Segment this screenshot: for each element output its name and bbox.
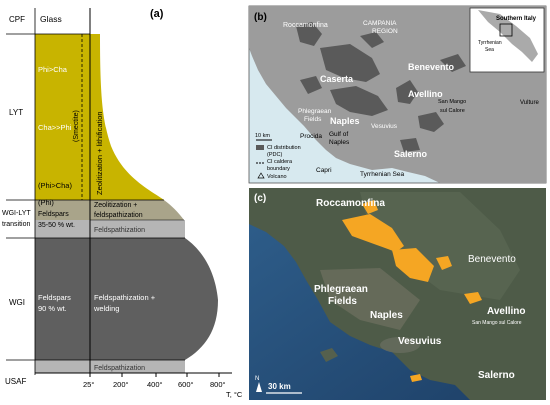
b-tyrrhenian: Tyrrhenian Sea <box>360 171 404 178</box>
feldspathization-top: Feldspathization <box>94 227 145 234</box>
x-tick-2: 400° <box>147 380 163 389</box>
c-avellino: Avellino <box>487 306 526 317</box>
glass-label: Glass <box>40 14 62 24</box>
feldspathization-welding-1: Feldspathization + <box>94 293 156 302</box>
c-phlegraean-1: Phlegraean <box>314 284 368 295</box>
transition-area <box>35 200 184 220</box>
panel-b-label: (b) <box>254 12 267 23</box>
inset-tyrrhenian-2: Sea <box>485 47 494 53</box>
b-phlegraean-2: Fields <box>304 116 322 123</box>
c-phlegraean-2: Fields <box>328 296 357 307</box>
b-caserta: Caserta <box>320 74 354 84</box>
zone-lyt: LYT <box>9 108 23 117</box>
x-tick-0: 25° <box>83 380 94 389</box>
b-legend-ci-1: CI distribution <box>267 145 301 151</box>
c-north: N <box>255 376 259 382</box>
wgi-dark-area <box>35 238 218 360</box>
phi-cha-1: Phi>Cha <box>38 65 68 74</box>
c-roccamonfina: Roccamonfina <box>316 198 385 209</box>
zeolitization-lithification: Zeolitization + lithification <box>95 111 104 195</box>
feldspathization-band-top <box>35 220 185 238</box>
zeolitization-1: Zeolitization + <box>94 202 137 209</box>
x-tick-3: 600° <box>178 380 194 389</box>
zone-wgi-lyt: WGI-LYT <box>2 210 31 217</box>
c-benevento: Benevento <box>468 254 516 265</box>
inset-southern-italy: Southern Italy <box>496 16 537 22</box>
ci-legend-swatch <box>256 145 264 150</box>
feldspars-2a: Feldspars <box>38 293 71 302</box>
c-scale: 30 km <box>268 382 291 391</box>
b-scale: 10 km <box>255 133 270 139</box>
b-avellino: Avellino <box>408 89 443 99</box>
b-capri: Capri <box>316 167 332 174</box>
feldspars-2b: 90 % wt. <box>38 304 67 313</box>
feldspathization-welding-2: welding <box>93 304 119 313</box>
b-vulture: Vulture <box>520 100 539 106</box>
feldspathization-band-bottom <box>35 360 185 373</box>
zone-cpf: CPF <box>9 15 25 24</box>
zone-wgi: WGI <box>9 298 25 307</box>
zone-transition: transition <box>2 221 31 228</box>
smectite-label: (Smectite) <box>73 110 80 142</box>
b-procida: Procida <box>300 133 322 140</box>
b-legend-ci-2: (PDC) <box>267 152 282 158</box>
north-arrow-icon <box>256 382 262 392</box>
c-san-mango: San Mango sul Calore <box>472 320 522 326</box>
panel-a: (a) Glass CPF LYT WGI-LYT transition WGI… <box>2 8 243 399</box>
b-legend-volcano: Volcano <box>267 174 287 180</box>
b-san-mango: San Mango <box>438 99 466 105</box>
c-vesuvius: Vesuvius <box>398 336 442 347</box>
c-salerno: Salerno <box>478 370 515 381</box>
b-campania-2: REGION <box>372 28 398 35</box>
phi: (Phi) <box>38 198 54 207</box>
c-naples: Naples <box>370 310 403 321</box>
x-tick-4: 800° <box>210 380 226 389</box>
feldspars-1a: Feldspars <box>38 211 69 218</box>
b-legend-caldera-1: CI caldera <box>267 159 293 165</box>
b-phlegraean-1: Phlegraean <box>298 108 332 115</box>
x-unit: T, °C <box>226 390 243 399</box>
cha-phi: Cha>>Phi <box>38 123 72 132</box>
inset-tyrrhenian-1: Tyrrhenian <box>478 40 502 46</box>
b-benevento: Benevento <box>408 62 455 72</box>
b-salerno: Salerno <box>394 149 428 159</box>
ci-distribution-patches <box>296 22 466 152</box>
feldspars-1b: 35-50 % wt. <box>38 222 75 229</box>
b-sul-calore: sul Calore <box>440 108 465 114</box>
b-naples: Naples <box>330 116 360 126</box>
zeolitization-2: feldspathization <box>94 212 143 219</box>
panel-b: (b) Roccamonfina CAMPANIA REGION Caserta… <box>248 5 547 184</box>
panel-c: (c) Roccamonfina Benevento Phlegraean Fi… <box>249 188 546 400</box>
ci-orange-patches <box>342 200 482 382</box>
b-vesuvius: Vesuvius <box>371 123 398 130</box>
lyt-yellow-left <box>35 34 91 200</box>
b-roccamonfina: Roccamonfina <box>283 22 328 29</box>
x-axis-ticks: 25° 200° 400° 600° 800° T, °C <box>83 373 243 399</box>
feldspathization-bottom: Feldspathization <box>94 365 145 372</box>
b-gulf-1: Gulf of <box>329 131 348 138</box>
lyt-yellow-area <box>35 34 164 200</box>
b-gulf-2: Naples <box>329 139 350 146</box>
panel-c-label: (c) <box>254 193 266 204</box>
b-campania-1: CAMPANIA <box>363 20 397 27</box>
b-legend-caldera-2: boundary <box>267 166 290 172</box>
volcano-icon <box>257 172 265 179</box>
x-tick-1: 200° <box>113 380 129 389</box>
zone-usaf: USAF <box>5 377 26 386</box>
panel-a-label: (a) <box>150 8 164 20</box>
phi-cha-2: (Phi>Cha) <box>38 181 72 190</box>
